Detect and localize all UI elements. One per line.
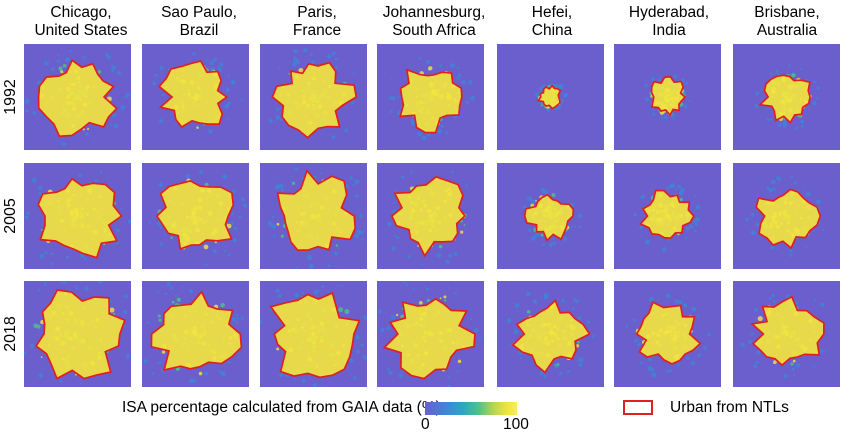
ntl-urban-outline [382, 297, 476, 380]
ntl-urban-outline [276, 169, 357, 252]
map-panel-chicago-2018 [24, 281, 131, 387]
map-panel-paris-1992 [260, 44, 367, 150]
ntl-urban-outline [37, 177, 123, 259]
urban-outline-swatch [623, 400, 653, 415]
ntl-urban-outline [639, 189, 695, 239]
ntl-urban-outline [536, 84, 562, 110]
isa-urban-area [270, 292, 360, 378]
isa-urban-area [384, 298, 476, 379]
map-panel-paris-2005 [260, 163, 367, 269]
urban-legend-label: Urban from NTLs [670, 399, 789, 416]
ntl-urban-outline [635, 301, 702, 365]
isa-urban-area [760, 75, 811, 123]
column-header-hyderabad: Hyderabad, India [628, 4, 710, 39]
row-header-2018: 2018 [2, 316, 19, 352]
ntl-urban-outline [755, 188, 822, 250]
column-header-johannesburg: Johannesburg, South Africa [382, 4, 486, 39]
map-panel-hyderabad-1992 [614, 44, 721, 150]
map-panel-sao-paulo-1992 [142, 44, 249, 150]
ntl-urban-outline [34, 289, 126, 380]
isa-colorbar [425, 402, 517, 415]
ntl-urban-outline [155, 180, 235, 251]
colorbar-max-label: 100 [503, 416, 529, 433]
column-header-paris: Paris, France [292, 4, 342, 39]
isa-urban-area [272, 62, 357, 138]
ntl-urban-outline [269, 291, 361, 379]
isa-urban-area [636, 302, 701, 364]
map-panel-sao-paulo-2005 [142, 163, 249, 269]
map-panel-hefei-2018 [497, 281, 604, 387]
colorbar-min-label: 0 [421, 416, 430, 433]
ntl-urban-outline [150, 290, 243, 372]
isa-urban-area [156, 180, 234, 249]
isa-urban-area [38, 178, 122, 258]
isa-urban-area [38, 60, 117, 137]
ntl-urban-outline [399, 68, 463, 134]
ntl-urban-outline [523, 193, 575, 242]
isa-urban-area [756, 189, 821, 249]
ntl-urban-outline [511, 299, 591, 374]
map-panel-sao-paulo-2018 [142, 281, 249, 387]
map-panel-hefei-2005 [497, 163, 604, 269]
map-panel-johannesburg-2018 [377, 281, 484, 387]
ntl-urban-outline [750, 295, 825, 367]
isa-urban-area [36, 290, 125, 379]
row-header-1992: 1992 [2, 79, 19, 115]
ntl-urban-outline [758, 74, 811, 125]
isa-urban-area [277, 170, 356, 251]
column-header-brisbane: Brisbane, Australia [754, 4, 820, 39]
column-header-chicago: Chicago, United States [34, 4, 128, 39]
ntl-urban-outline [390, 175, 466, 258]
ntl-urban-outline [271, 61, 358, 139]
column-header-sao-paulo: Sao Paulo, Brazil [161, 4, 237, 39]
map-panel-chicago-1992 [24, 44, 131, 150]
ntl-urban-outline [650, 75, 687, 117]
map-panel-hefei-1992 [497, 44, 604, 150]
map-panel-hyderabad-2005 [614, 163, 721, 269]
map-panel-brisbane-2018 [733, 281, 840, 387]
ntl-urban-outline [158, 60, 229, 129]
row-header-2005: 2005 [2, 198, 19, 234]
map-panel-chicago-2005 [24, 163, 131, 269]
map-panel-brisbane-1992 [733, 44, 840, 150]
colorbar-label: ISA percentage calculated from GAIA data… [122, 399, 441, 416]
isa-urban-area [752, 296, 824, 366]
map-panel-johannesburg-2005 [377, 163, 484, 269]
ntl-urban-outline [37, 59, 118, 138]
isa-urban-area [151, 291, 242, 370]
column-header-hefei: Hefei, China [531, 4, 573, 39]
isa-urban-area [651, 76, 685, 115]
map-panel-brisbane-2005 [733, 163, 840, 269]
map-panel-hyderabad-2018 [614, 281, 721, 387]
map-panel-johannesburg-1992 [377, 44, 484, 150]
map-panel-paris-2018 [260, 281, 367, 387]
isa-urban-area [159, 61, 227, 127]
